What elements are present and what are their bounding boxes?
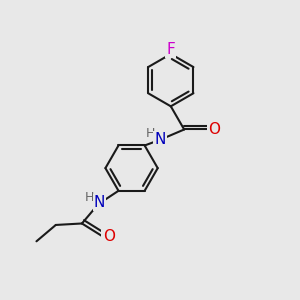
Text: N: N: [94, 195, 105, 210]
Text: H: H: [146, 128, 155, 140]
Text: O: O: [208, 122, 220, 137]
Text: N: N: [154, 132, 166, 147]
Text: O: O: [103, 230, 115, 244]
Text: H: H: [85, 191, 94, 204]
Text: F: F: [167, 42, 175, 57]
